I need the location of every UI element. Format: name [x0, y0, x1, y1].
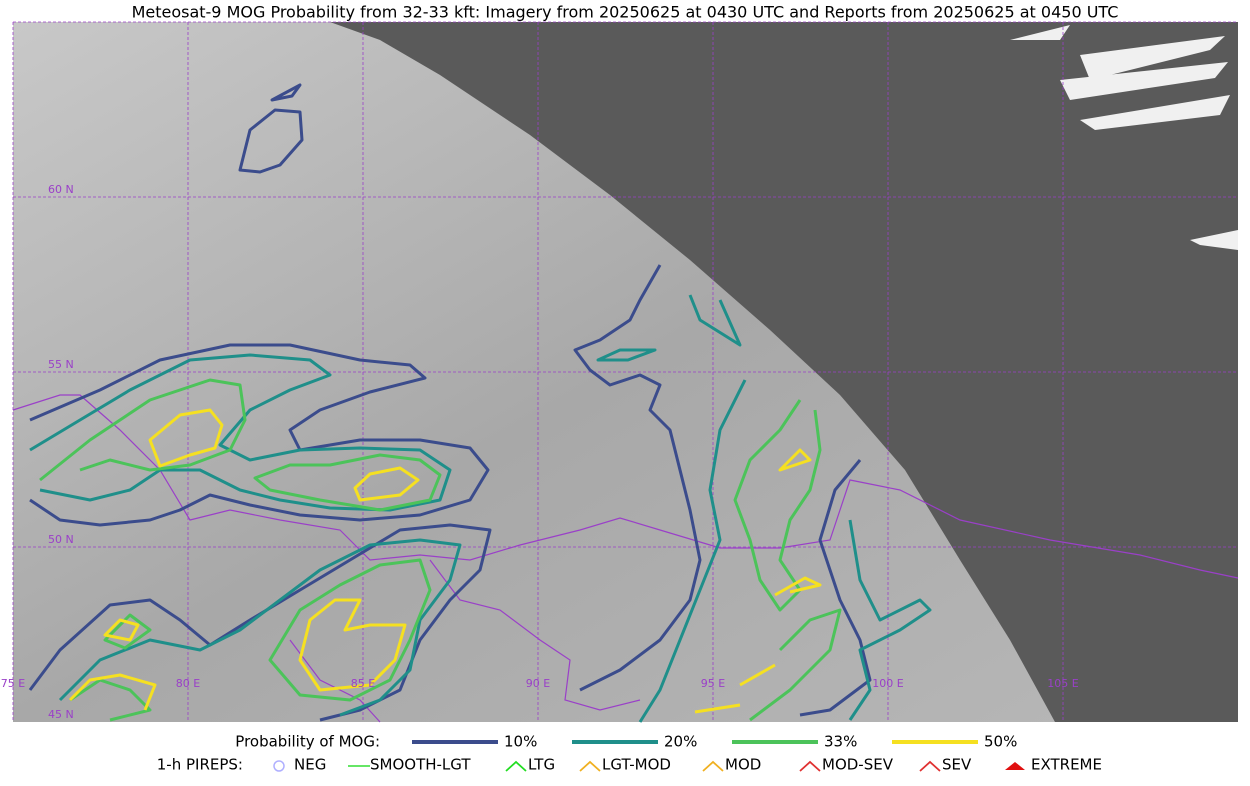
contours [28, 83, 932, 723]
legend-label: NEG [294, 756, 326, 774]
legend-label: MOD [725, 756, 761, 774]
legend-symbol [505, 760, 527, 772]
lon-label: 85 E [351, 677, 375, 690]
legend-title: 1-h PIREPS: [157, 756, 243, 774]
legend-title: Probability of MOG: [235, 733, 380, 751]
lat-label: 50 N [48, 533, 74, 546]
legend-label: 50% [984, 733, 1017, 751]
lon-label: 80 E [176, 677, 200, 690]
lon-label: 105 E [1047, 677, 1078, 690]
legend-label: SMOOTH-LGT [370, 756, 471, 774]
legend-symbol [702, 760, 724, 772]
legend-symbol [1005, 762, 1025, 770]
legend-label: 33% [824, 733, 857, 751]
borders [12, 394, 1239, 723]
title: Meteosat-9 MOG Probability from 32-33 kf… [132, 3, 1119, 22]
legend-label: 10% [504, 733, 537, 751]
lon-label: 95 E [701, 677, 725, 690]
lat-label: 45 N [48, 708, 74, 721]
legend-symbol [919, 760, 941, 772]
legend-label: SEV [942, 756, 972, 774]
legend-label: LGT-MOD [602, 756, 671, 774]
imagery-streaks [1010, 25, 1238, 250]
legend: Probability of MOG: 1-h PIREPS: 10% 20% 33… [157, 733, 1102, 774]
legend-label: 20% [664, 733, 697, 751]
map: 60 N 55 N 50 N 45 N 75 E 80 E 85 E 90 E … [1, 21, 1239, 723]
legend-label: EXTREME [1031, 756, 1102, 774]
legend-symbol [273, 760, 285, 772]
lat-label: 55 N [48, 358, 74, 371]
legend-label: LTG [528, 756, 555, 774]
legend-label: MOD-SEV [822, 756, 894, 774]
lon-label: 100 E [872, 677, 903, 690]
legend-symbol [799, 760, 821, 772]
graticule [12, 21, 1238, 722]
lon-label: 75 E [1, 677, 25, 690]
lat-label: 60 N [48, 183, 74, 196]
lon-label: 90 E [526, 677, 550, 690]
legend-symbol [579, 760, 601, 772]
